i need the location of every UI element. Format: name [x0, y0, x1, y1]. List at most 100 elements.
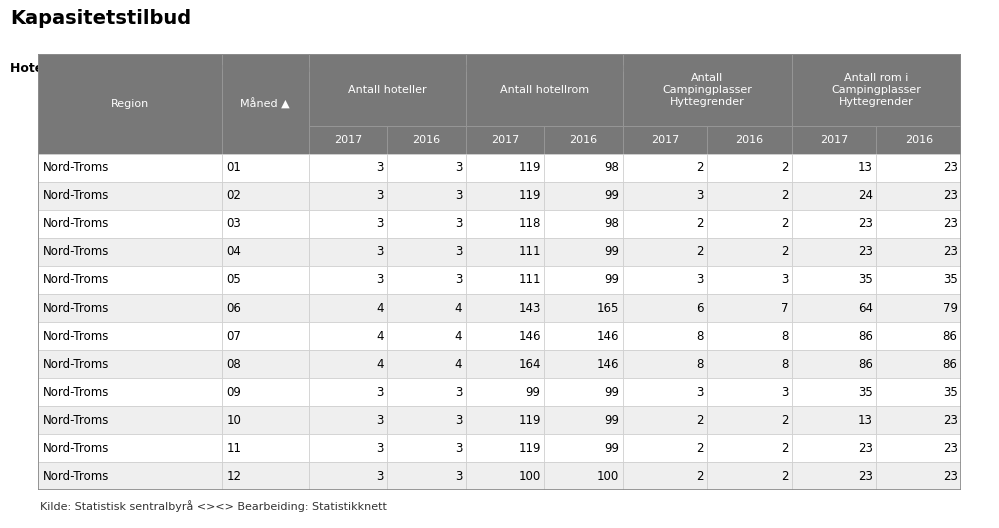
Bar	[792, 238, 876, 266]
Text: 03: 03	[227, 218, 242, 231]
Text: 3: 3	[377, 190, 384, 203]
Bar	[876, 406, 961, 434]
Bar	[309, 378, 388, 406]
Text: 99: 99	[604, 246, 619, 259]
Text: 2016: 2016	[905, 135, 933, 145]
Text: 100: 100	[518, 469, 540, 483]
Bar	[876, 462, 961, 490]
Text: 3: 3	[455, 413, 463, 427]
Text: 6: 6	[696, 301, 704, 315]
Bar	[222, 182, 309, 210]
Bar	[707, 378, 792, 406]
Text: Nord-Troms: Nord-Troms	[43, 413, 109, 427]
Bar	[876, 126, 961, 154]
Text: 13: 13	[858, 162, 873, 174]
Bar	[792, 54, 961, 126]
Text: Antall
Campingplasser
Hyttegrender: Antall Campingplasser Hyttegrender	[662, 73, 752, 107]
Text: Antall hotellrom: Antall hotellrom	[500, 85, 588, 95]
Text: Måned ▲: Måned ▲	[241, 98, 290, 110]
Bar	[792, 266, 876, 294]
Bar	[792, 322, 876, 350]
Text: 2: 2	[781, 246, 788, 259]
Text: 2017: 2017	[651, 135, 679, 145]
Text: 146: 146	[596, 329, 619, 343]
Text: 3: 3	[377, 218, 384, 231]
Text: 2: 2	[781, 441, 788, 455]
Text: 3: 3	[696, 385, 704, 399]
Text: 99: 99	[604, 441, 619, 455]
Bar	[38, 54, 222, 154]
Text: Kilde: Statistisk sentralbyrå <><> Bearbeiding: Statistikknett: Kilde: Statistisk sentralbyrå <><> Bearb…	[40, 500, 387, 512]
Text: 146: 146	[518, 329, 540, 343]
Text: 2: 2	[781, 469, 788, 483]
Text: 4: 4	[377, 357, 384, 371]
Bar	[309, 294, 388, 322]
Bar	[544, 210, 622, 238]
Bar	[707, 154, 792, 182]
Text: 3: 3	[377, 246, 384, 259]
Bar	[466, 154, 544, 182]
Bar	[622, 238, 707, 266]
Bar	[876, 378, 961, 406]
Bar	[707, 322, 792, 350]
Bar	[388, 154, 466, 182]
Text: 09: 09	[227, 385, 242, 399]
Bar	[38, 210, 222, 238]
Text: 2016: 2016	[413, 135, 441, 145]
Bar	[38, 154, 222, 182]
Text: 2: 2	[781, 162, 788, 174]
Bar	[222, 322, 309, 350]
Bar	[309, 126, 388, 154]
Text: 06: 06	[227, 301, 242, 315]
Bar	[309, 210, 388, 238]
Text: 7: 7	[781, 301, 788, 315]
Bar	[622, 266, 707, 294]
Text: 4: 4	[377, 301, 384, 315]
Text: 8: 8	[781, 329, 788, 343]
Bar	[222, 238, 309, 266]
Bar	[38, 322, 222, 350]
Bar	[309, 266, 388, 294]
Bar	[222, 378, 309, 406]
Bar	[792, 154, 876, 182]
Text: 99: 99	[604, 385, 619, 399]
Bar	[38, 434, 222, 462]
Bar	[544, 294, 622, 322]
Bar	[876, 294, 961, 322]
Text: 3: 3	[455, 441, 463, 455]
Bar	[466, 182, 544, 210]
Text: 02: 02	[227, 190, 242, 203]
Text: 119: 119	[518, 413, 540, 427]
Text: 10: 10	[227, 413, 242, 427]
Bar	[544, 182, 622, 210]
Bar	[876, 210, 961, 238]
Bar	[622, 182, 707, 210]
Text: 3: 3	[455, 385, 463, 399]
Text: 2017: 2017	[820, 135, 848, 145]
Text: 3: 3	[696, 190, 704, 203]
Bar	[38, 182, 222, 210]
Bar	[622, 406, 707, 434]
Text: Nord-Troms: Nord-Troms	[43, 246, 109, 259]
Bar	[388, 266, 466, 294]
Text: Region: Region	[111, 99, 149, 109]
Text: 3: 3	[455, 274, 463, 287]
Bar	[792, 462, 876, 490]
Bar	[38, 462, 222, 490]
Bar	[309, 350, 388, 378]
Bar	[309, 238, 388, 266]
Text: 2: 2	[781, 190, 788, 203]
Text: 8: 8	[696, 329, 704, 343]
Text: 100: 100	[597, 469, 619, 483]
Text: 3: 3	[455, 469, 463, 483]
Bar	[309, 406, 388, 434]
Bar	[466, 434, 544, 462]
Bar	[222, 434, 309, 462]
Bar	[466, 294, 544, 322]
Text: 23: 23	[943, 162, 957, 174]
Bar	[707, 238, 792, 266]
Bar	[222, 266, 309, 294]
Text: 3: 3	[455, 162, 463, 174]
Bar	[388, 126, 466, 154]
Text: 86: 86	[943, 357, 957, 371]
